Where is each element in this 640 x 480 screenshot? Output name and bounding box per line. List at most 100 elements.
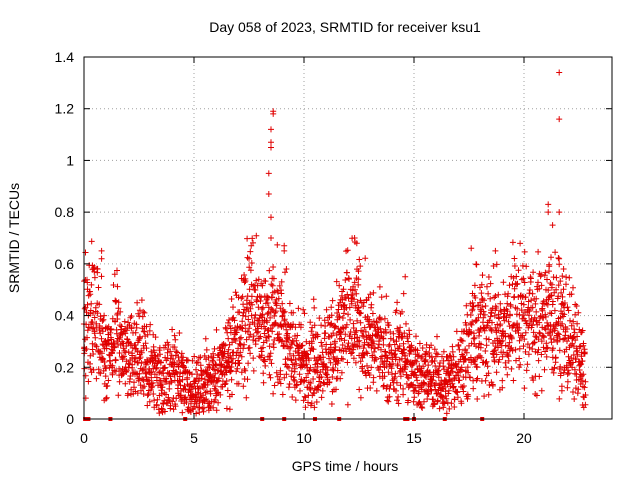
data-point (555, 293, 562, 300)
data-point (493, 351, 500, 358)
data-point (302, 404, 309, 411)
data-point (449, 380, 456, 387)
data-point (473, 261, 480, 268)
data-points (80, 69, 589, 421)
data-point (98, 350, 105, 357)
data-point (350, 355, 357, 362)
data-point (351, 279, 358, 286)
data-point (554, 338, 561, 345)
data-point (246, 334, 253, 341)
data-point (556, 209, 563, 216)
data-point (262, 278, 269, 285)
data-point (181, 364, 188, 371)
data-point (485, 336, 492, 343)
data-point (203, 346, 210, 353)
data-point (573, 303, 580, 309)
data-point (323, 371, 330, 378)
data-point (554, 330, 561, 337)
data-point (550, 369, 557, 376)
data-point (504, 308, 511, 315)
data-point (257, 333, 264, 340)
data-point (570, 284, 576, 291)
data-point (327, 344, 334, 351)
data-point (318, 339, 325, 346)
data-point (93, 375, 100, 382)
data-point (404, 335, 411, 342)
data-point (561, 304, 568, 311)
data-point (491, 347, 498, 354)
data-point (250, 355, 257, 362)
data-point (255, 276, 262, 283)
data-point (577, 361, 584, 368)
data-point (368, 301, 375, 308)
data-point (369, 338, 376, 345)
data-point (266, 343, 273, 350)
y-tick-label: 1 (66, 152, 74, 168)
data-point (308, 340, 315, 347)
data-point (538, 271, 545, 278)
data-point (478, 341, 484, 348)
data-point (539, 307, 546, 314)
data-point (395, 393, 402, 400)
data-point (428, 387, 435, 394)
x-tick-label: 0 (80, 430, 88, 446)
data-point (148, 374, 155, 381)
data-point (212, 370, 219, 377)
data-point (220, 353, 227, 360)
data-point (242, 313, 249, 320)
data-point (292, 397, 299, 404)
data-point (399, 308, 405, 315)
data-point (355, 281, 362, 288)
data-point (114, 267, 120, 274)
data-point (199, 405, 206, 412)
data-point (249, 235, 256, 242)
data-point (520, 301, 527, 308)
data-point (350, 283, 357, 290)
data-point (406, 331, 413, 338)
data-point (484, 283, 490, 290)
data-point (118, 323, 125, 330)
data-point (248, 312, 255, 319)
data-point (268, 126, 274, 133)
data-point (363, 336, 370, 343)
data-point (491, 294, 498, 301)
data-point (311, 390, 318, 397)
data-point (538, 351, 545, 358)
data-point (337, 299, 343, 306)
data-point (466, 328, 473, 335)
data-point (349, 291, 356, 298)
data-point (285, 364, 292, 371)
data-point (236, 360, 243, 367)
data-point (504, 371, 511, 378)
data-point (418, 355, 425, 362)
data-point (483, 342, 490, 349)
data-point (424, 396, 431, 402)
data-point (477, 311, 484, 318)
data-point (548, 254, 554, 261)
data-point (381, 315, 388, 322)
data-point (267, 350, 274, 357)
data-point (172, 336, 179, 343)
data-point (511, 255, 518, 262)
data-point (448, 400, 455, 407)
data-point (98, 273, 105, 280)
data-point (248, 293, 255, 300)
data-point (356, 256, 363, 263)
data-point (285, 337, 291, 343)
data-point (259, 282, 266, 289)
data-point (533, 392, 540, 399)
data-point (387, 335, 394, 342)
data-point (549, 222, 556, 229)
data-point (544, 319, 551, 326)
data-point (142, 333, 149, 340)
data-point (369, 310, 376, 317)
data-point (563, 274, 570, 281)
data-point (264, 311, 271, 317)
data-point (89, 340, 96, 347)
y-tick-label: 0.6 (55, 256, 75, 272)
data-point (295, 305, 302, 312)
data-point (272, 308, 279, 315)
data-point (307, 364, 314, 371)
data-point (535, 248, 542, 255)
data-point (141, 328, 148, 335)
